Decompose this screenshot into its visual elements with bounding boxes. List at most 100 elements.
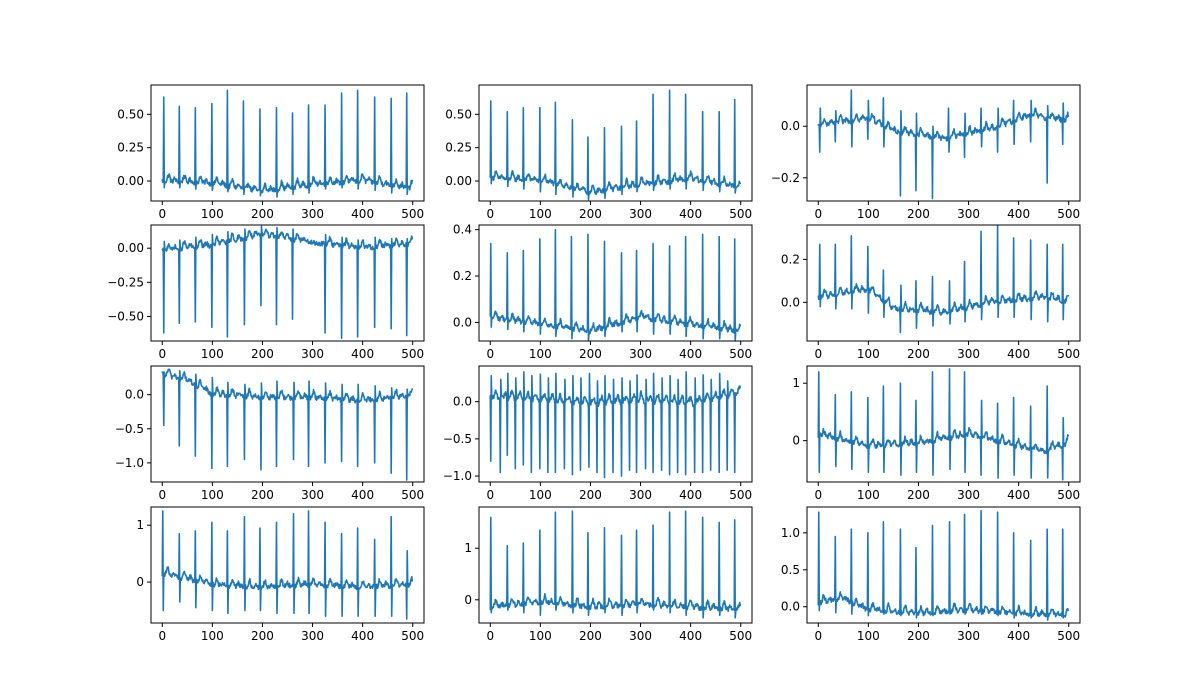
axes-frame: [806, 224, 1081, 342]
x-tick-label: 0: [158, 488, 166, 502]
axes-frame: [478, 224, 753, 342]
axes-frame: [150, 224, 425, 342]
y-tick-label: −0.25: [107, 275, 144, 289]
subplot-8: 0 100 200 300 400 500 −1.0 −0.5 0.0: [443, 365, 753, 502]
series-line-8: [489, 371, 742, 479]
x-tick-label: 300: [629, 488, 652, 502]
x-tick-label: 500: [729, 488, 752, 502]
x-tick-label: 400: [1007, 347, 1030, 361]
y-tick-label: 0.4: [453, 223, 472, 237]
x-tick-label: 500: [1057, 207, 1080, 221]
x-tick-label: 400: [351, 629, 374, 643]
subplot-6: 0 100 200 300 400 500 0.0 0.2: [781, 224, 1081, 361]
y-tick-label: 0.0: [781, 295, 800, 309]
axes-frame: [806, 84, 1081, 202]
axes-frame: [150, 365, 425, 483]
x-tick-label: 300: [957, 629, 980, 643]
x-tick-label: 100: [529, 347, 552, 361]
x-tick-label: 200: [579, 629, 602, 643]
y-tick-label: 0.50: [445, 107, 472, 121]
x-tick-label: 400: [1007, 629, 1030, 643]
y-tick-label: 1: [464, 541, 472, 555]
x-tick-label: 400: [679, 488, 702, 502]
axes-frame: [150, 506, 425, 624]
x-tick-label: 400: [1007, 207, 1030, 221]
x-tick-label: 400: [351, 207, 374, 221]
x-tick-label: 0: [486, 488, 494, 502]
axes-frame: [806, 365, 1081, 483]
y-tick-label: 0.25: [445, 141, 472, 155]
y-tick-label: 0.2: [781, 252, 800, 266]
y-tick-label: 0.0: [453, 315, 472, 329]
x-tick-label: 0: [814, 347, 822, 361]
series-line-10: [161, 510, 414, 620]
x-tick-label: 300: [301, 629, 324, 643]
x-tick-label: 0: [486, 207, 494, 221]
series-line-2: [489, 89, 742, 201]
x-tick-label: 500: [401, 207, 424, 221]
y-tick-label: 0.5: [781, 563, 800, 577]
series-line-1: [161, 89, 414, 198]
series-line-4: [161, 225, 414, 340]
x-tick-label: 200: [251, 207, 274, 221]
x-tick-label: 500: [401, 488, 424, 502]
series-line-3: [817, 89, 1070, 200]
axes-frame: [150, 84, 425, 202]
y-tick-label: −1.0: [443, 469, 472, 483]
x-tick-label: 400: [351, 488, 374, 502]
x-tick-label: 100: [201, 629, 224, 643]
y-tick-label: 0.2: [453, 269, 472, 283]
y-tick-label: 0.00: [117, 241, 144, 255]
x-tick-label: 0: [486, 629, 494, 643]
x-tick-label: 100: [857, 629, 880, 643]
x-tick-label: 400: [679, 207, 702, 221]
x-tick-label: 400: [351, 347, 374, 361]
x-tick-label: 100: [857, 488, 880, 502]
x-tick-label: 200: [907, 347, 930, 361]
x-tick-label: 100: [857, 207, 880, 221]
x-tick-label: 100: [529, 629, 552, 643]
series-line-9: [817, 368, 1070, 481]
axes-frame: [478, 84, 753, 202]
x-tick-label: 300: [629, 207, 652, 221]
subplot-1: 0 100 200 300 400 500 0.00 0.25 0.50: [117, 84, 425, 221]
x-tick-label: 200: [251, 347, 274, 361]
y-tick-label: 1.0: [781, 526, 800, 540]
y-tick-label: 0.0: [453, 395, 472, 409]
subplot-12: 0 100 200 300 400 500 0.0 0.5 1.0: [781, 506, 1081, 643]
subplot-10: 0 100 200 300 400 500 0 1: [136, 506, 425, 643]
y-tick-label: 1: [136, 518, 144, 532]
x-tick-label: 400: [679, 347, 702, 361]
axes-frame: [478, 365, 753, 483]
x-tick-label: 300: [629, 629, 652, 643]
x-tick-label: 200: [579, 488, 602, 502]
y-tick-label: 0.00: [445, 174, 472, 188]
axes-frame: [806, 506, 1081, 624]
x-tick-label: 100: [857, 347, 880, 361]
subplot-9: 0 100 200 300 400 500 0 1: [792, 365, 1081, 502]
y-tick-label: 0: [464, 593, 472, 607]
x-tick-label: 500: [729, 207, 752, 221]
x-tick-label: 0: [814, 629, 822, 643]
subplot-2: 0 100 200 300 400 500 0.00 0.25 0.50: [445, 84, 753, 221]
x-tick-label: 300: [301, 347, 324, 361]
x-tick-label: 200: [579, 347, 602, 361]
y-tick-label: 0.0: [125, 388, 144, 402]
x-tick-label: 500: [401, 629, 424, 643]
x-tick-label: 500: [1057, 347, 1080, 361]
x-tick-label: 500: [1057, 488, 1080, 502]
y-tick-label: 0.00: [117, 174, 144, 188]
x-tick-label: 0: [814, 488, 822, 502]
y-tick-label: 0: [792, 434, 800, 448]
x-tick-label: 300: [301, 207, 324, 221]
y-tick-label: −0.5: [443, 432, 472, 446]
subplot-11: 0 100 200 300 400 500 0 1: [464, 506, 753, 643]
y-tick-label: 0.25: [117, 141, 144, 155]
x-tick-label: 0: [814, 207, 822, 221]
x-tick-label: 200: [907, 488, 930, 502]
x-tick-label: 400: [1007, 488, 1030, 502]
subplot-3: 0 100 200 300 400 500 −0.2 0.0: [771, 84, 1081, 221]
y-tick-label: 0.50: [117, 107, 144, 121]
x-tick-label: 300: [957, 207, 980, 221]
